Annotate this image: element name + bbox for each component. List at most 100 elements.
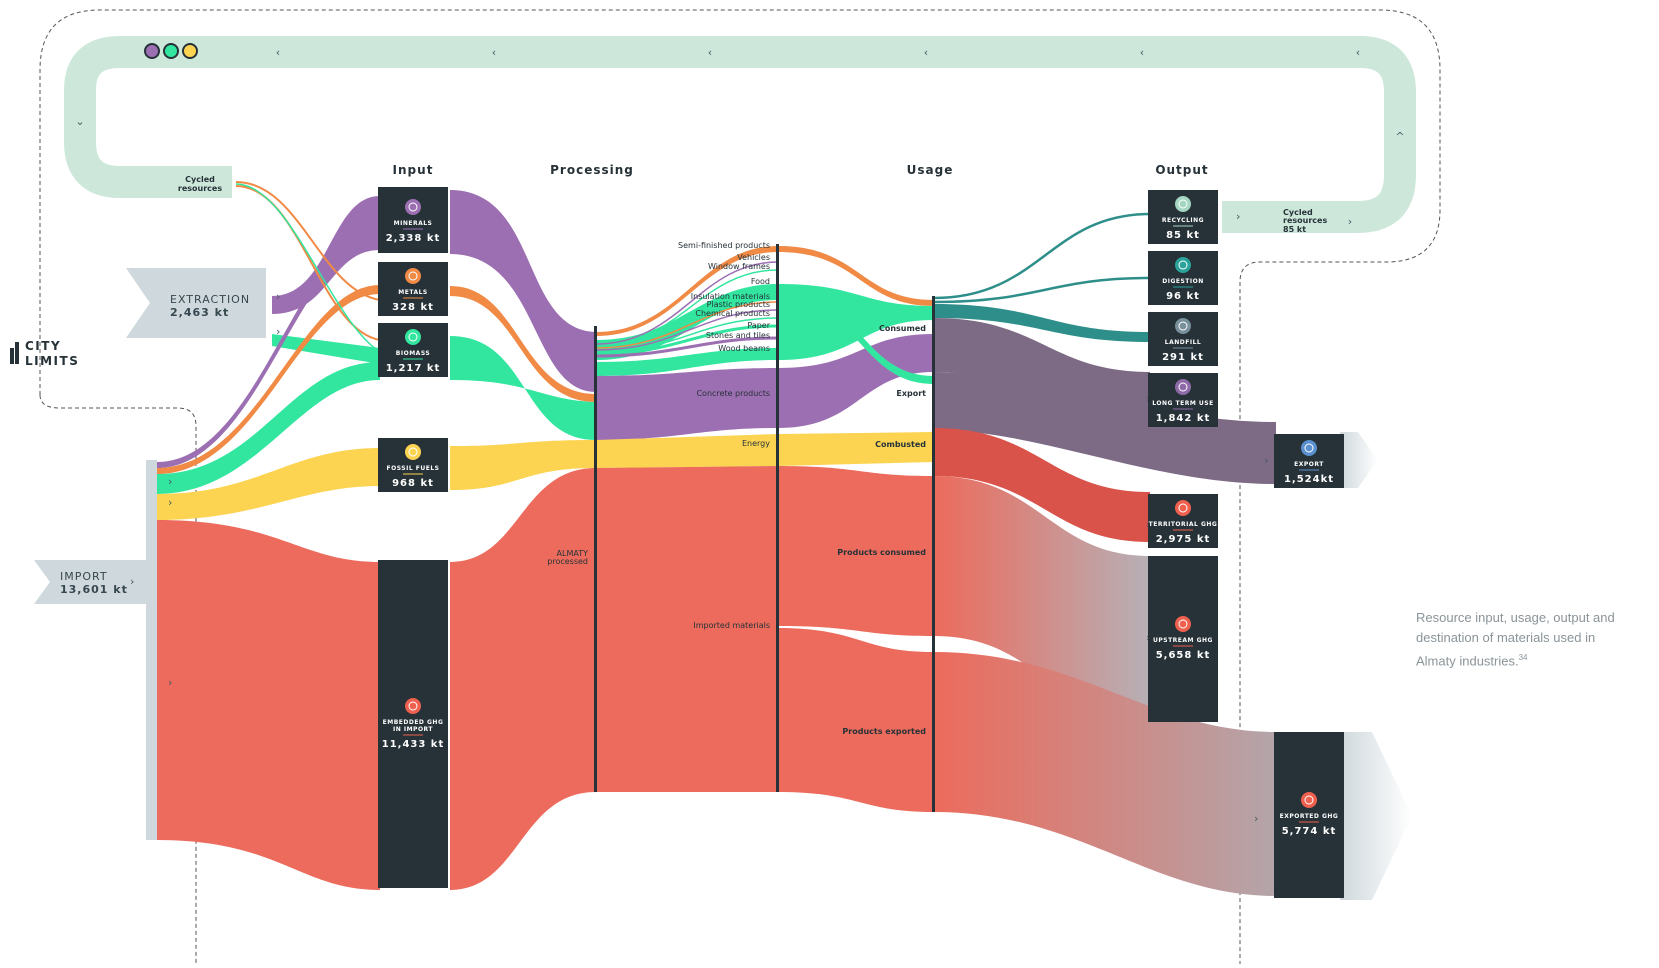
ghg-icon <box>405 698 421 714</box>
node-label: EMBEDDED GHG <box>383 719 444 726</box>
metals-icon <box>405 268 421 284</box>
node-label: EXPORT <box>1294 461 1324 468</box>
node-value: 1,524kt <box>1284 474 1334 485</box>
flow-ghg-processing <box>450 468 596 890</box>
header-usage: Usage <box>907 163 954 177</box>
processing-label: Chemical products <box>695 309 770 318</box>
processing-label: Concrete products <box>696 389 770 398</box>
node-fossil-fuels[interactable]: FOSSIL FUELS 968 kt <box>378 438 448 492</box>
flow-import-biomass <box>157 362 380 494</box>
node-recycling[interactable]: RECYCLING 85 kt <box>1148 190 1218 244</box>
processing-label: Plastic products <box>707 300 770 309</box>
flow-territorial-ghg <box>934 428 1150 542</box>
node-value: 85 kt <box>1166 230 1200 241</box>
svg-text:‹: ‹ <box>708 46 712 59</box>
long-term-use-icon <box>1175 379 1191 395</box>
node-metals[interactable]: METALS 328 kt <box>378 262 448 316</box>
flow-products-consumed <box>778 466 934 636</box>
legend-dots[interactable] <box>144 43 198 59</box>
svg-text:›: › <box>1254 812 1258 825</box>
flow-biomass-processing <box>450 336 596 440</box>
import-biomass-chevron-icon[interactable]: › <box>168 475 172 488</box>
processing-label: Insulation materials <box>691 292 770 301</box>
cycle-label-right: Cycled resources <box>1283 208 1327 225</box>
node-territorial-ghg[interactable]: TERRITORIAL GHG 2,975 kt <box>1148 494 1218 548</box>
svg-text:‹: ‹ <box>492 46 496 59</box>
node-biomass[interactable]: BIOMASS 1,217 kt <box>378 323 448 377</box>
processing-label: Window frames <box>708 262 770 271</box>
node-value: 11,433 kt <box>382 739 445 750</box>
input-nodes: MINERALS 2,338 kt METALS 328 kt BIOMASS 1,217… <box>378 187 448 888</box>
import-chevron-icon[interactable]: › <box>130 575 134 588</box>
processing-label: Wood beams <box>718 344 770 353</box>
output-nodes: RECYCLING 85 kt DIGESTION 96 kt LANDFILL 291 … <box>1148 190 1344 898</box>
svg-text:LIMITS: LIMITS <box>25 354 79 368</box>
usage-label: Combusted <box>875 440 926 449</box>
processing-label: Semi-finished products <box>678 241 770 250</box>
node-upstream-ghg[interactable]: UPSTREAM GHG 5,658 kt <box>1148 556 1218 722</box>
import-bar <box>146 460 157 840</box>
node-exported-ghg[interactable]: EXPORTED GHG 5,774 kt <box>1274 732 1344 898</box>
node-label: MINERALS <box>394 220 433 227</box>
flow-concrete <box>596 368 778 440</box>
processing-label: Vehicles <box>737 253 770 262</box>
svg-text:‹: ‹ <box>276 46 280 59</box>
import-value: 13,601 kt <box>60 583 128 596</box>
flow-products-exported <box>778 628 934 812</box>
import-tag[interactable] <box>34 560 150 604</box>
processing-label: Food <box>751 277 770 286</box>
flow-energy <box>596 434 778 468</box>
import-ghg-chevron-icon[interactable]: › <box>168 676 172 689</box>
svg-text:›: › <box>1236 210 1240 223</box>
extraction-tag[interactable] <box>126 268 266 338</box>
cycle-label-left: Cycled resources <box>178 175 222 193</box>
products-bar <box>776 244 779 792</box>
extraction-chevron-icon[interactable]: › <box>276 290 280 303</box>
flow-energy-usage <box>778 432 934 466</box>
node-minerals[interactable]: MINERALS 2,338 kt <box>378 187 448 253</box>
flow-minerals-processing <box>450 190 596 392</box>
flow-recycling <box>933 212 1151 300</box>
node-value: 328 kt <box>392 302 434 313</box>
flow-concrete-usage <box>778 334 934 428</box>
node-value: 968 kt <box>392 478 434 489</box>
flow-export-green <box>778 290 934 384</box>
recycling-icon <box>1175 196 1191 212</box>
svg-text:›: › <box>1348 215 1352 228</box>
flow-upstream-ghg <box>934 476 1150 720</box>
landfill-icon <box>1175 318 1191 334</box>
import-fossil-chevron-icon[interactable]: › <box>168 496 172 509</box>
biomass-icon <box>405 329 421 345</box>
flow-exported-ghg <box>934 652 1276 896</box>
svg-text:›: › <box>1264 454 1268 467</box>
node-label: LANDFILL <box>1165 339 1201 346</box>
node-landfill[interactable]: LANDFILL 291 kt <box>1148 312 1218 366</box>
node-long-term-use[interactable]: LONG TERM USE 1,842 kt <box>1148 373 1218 427</box>
header-processing: Processing <box>550 163 634 177</box>
node-label: DIGESTION <box>1162 278 1204 285</box>
node-value: 2,975 kt <box>1156 534 1211 545</box>
flow-extraction-biomass <box>272 334 380 364</box>
cycle-chevrons: ‹ ‹ ‹ ‹ ‹ ‹ ⌄ ^ › <box>75 46 1404 228</box>
flow-thin-products <box>595 261 779 358</box>
usage-labels: Consumed Export Combusted Products consumed… <box>837 324 926 736</box>
usage-label: Products consumed <box>837 548 926 557</box>
extraction-label: EXTRACTION <box>170 293 250 306</box>
node-label: TERRITORIAL GHG <box>1149 521 1218 528</box>
fossil-fuels-icon <box>405 444 421 460</box>
city-limits-logo: CITY LIMITS <box>10 339 79 368</box>
usage-bar <box>932 296 935 812</box>
extraction-biomass-chevron-icon[interactable]: › <box>276 325 280 338</box>
processing-bar <box>594 326 597 792</box>
processing-label: Imported materials <box>693 621 770 630</box>
flow-fossil-processing <box>450 440 596 490</box>
digestion-icon <box>1175 257 1191 273</box>
node-value: 291 kt <box>1162 352 1204 363</box>
node-label: BIOMASS <box>396 350 430 357</box>
node-label: UPSTREAM GHG <box>1153 637 1213 644</box>
node-export[interactable]: EXPORT 1,524kt <box>1274 434 1344 488</box>
city-limits-boundary <box>39 9 1441 964</box>
node-digestion[interactable]: DIGESTION 96 kt <box>1148 251 1218 305</box>
